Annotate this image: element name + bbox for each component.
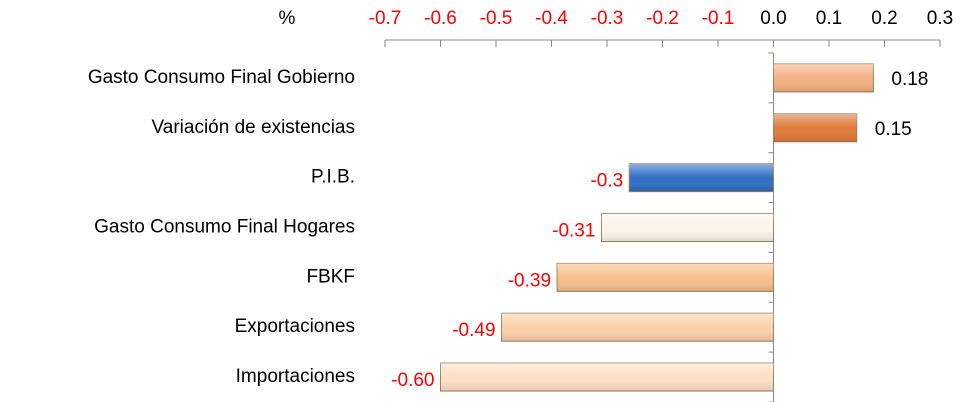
x-tick-label: -0.6 — [424, 8, 457, 29]
x-tick-label: 0.0 — [760, 8, 786, 29]
bar-shade — [601, 213, 774, 242]
bar-shade — [773, 113, 857, 142]
bar-shade — [629, 163, 774, 192]
data-label: -0.39 — [508, 270, 551, 291]
y-tick-label: Gasto Consumo Final Gobierno — [88, 67, 355, 88]
data-label: -0.3 — [590, 171, 623, 192]
data-label: -0.31 — [552, 221, 595, 242]
x-tick-label: 0.2 — [871, 8, 897, 29]
y-tick-label: P.I.B. — [311, 167, 355, 188]
x-tick-label: -0.4 — [535, 8, 568, 29]
y-tick-label: Gasto Consumo Final Hogares — [94, 217, 355, 238]
y-tick-label: FBKF — [306, 266, 355, 287]
data-label: 0.18 — [891, 69, 928, 90]
x-tick-label: -0.7 — [369, 8, 402, 29]
data-label: -0.49 — [452, 320, 495, 341]
y-tick-label: Exportaciones — [235, 316, 355, 337]
data-label: -0.60 — [391, 370, 434, 391]
data-label: 0.15 — [875, 119, 912, 140]
bar-shade — [501, 313, 774, 342]
y-tick-label: Variación de existencias — [152, 117, 355, 138]
bar-shade — [440, 363, 774, 392]
x-tick-label: -0.2 — [646, 8, 679, 29]
x-tick-label: 0.3 — [927, 8, 953, 29]
bar-shade — [773, 63, 874, 92]
y-tick-label: Importaciones — [236, 366, 355, 387]
x-tick-label: 0.1 — [816, 8, 842, 29]
x-tick-label: -0.3 — [591, 8, 624, 29]
bar-shade — [557, 263, 774, 292]
unit-label: % — [279, 8, 296, 29]
x-tick-label: -0.1 — [702, 8, 735, 29]
x-tick-label: -0.5 — [480, 8, 513, 29]
